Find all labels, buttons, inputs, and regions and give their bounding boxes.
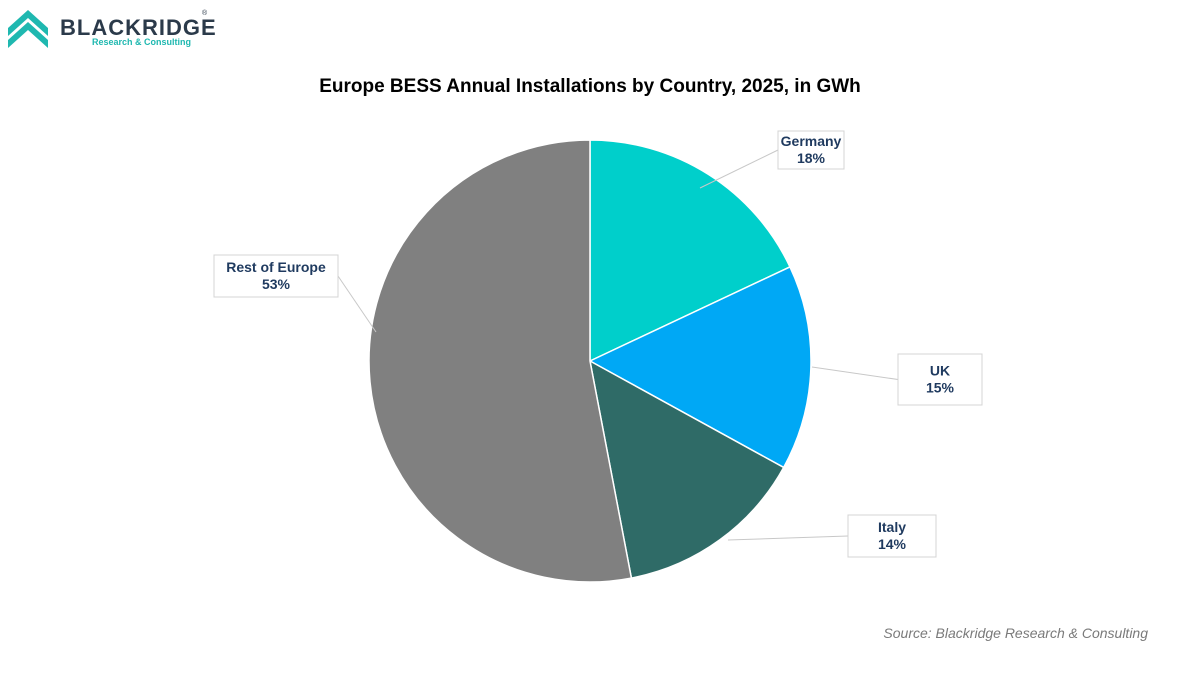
data-label-name-rest-of-europe: Rest of Europe — [226, 259, 326, 275]
data-label-box-uk — [897, 353, 983, 406]
leader-line-germany — [699, 149, 779, 189]
pie-slice-germany — [589, 139, 791, 363]
data-label-name-uk: UK — [930, 363, 950, 379]
leader-line-rest-of-europe — [337, 275, 377, 333]
data-label-box-germany — [777, 130, 845, 170]
data-label-name-italy: Italy — [878, 519, 906, 535]
data-label-value-rest-of-europe: 53% — [262, 276, 291, 292]
leader-line-italy — [727, 535, 849, 541]
brand-tagline: Research & Consulting — [92, 37, 192, 47]
chart-title: Europe BESS Annual Installations by Coun… — [319, 76, 861, 97]
pie-slice-uk — [588, 265, 812, 469]
leader-line-uk — [811, 366, 899, 380]
data-label-name-germany: Germany — [781, 133, 842, 149]
source-note: Source: Blackridge Research & Consulting — [883, 625, 1148, 641]
data-label-box-rest-of-europe — [213, 254, 339, 298]
data-label-value-italy: 14% — [878, 536, 907, 552]
pie-slice-italy — [588, 359, 785, 579]
data-label-value-uk: 15% — [926, 380, 955, 396]
data-label-box-italy — [847, 514, 937, 558]
brand-name: BLACKRIDGE — [60, 15, 217, 40]
data-label-value-germany: 18% — [797, 150, 826, 166]
blackridge-chevron-icon — [8, 10, 48, 48]
brand-registered-mark: ® — [202, 10, 208, 17]
pie-slice-rest-of-europe — [368, 139, 633, 583]
